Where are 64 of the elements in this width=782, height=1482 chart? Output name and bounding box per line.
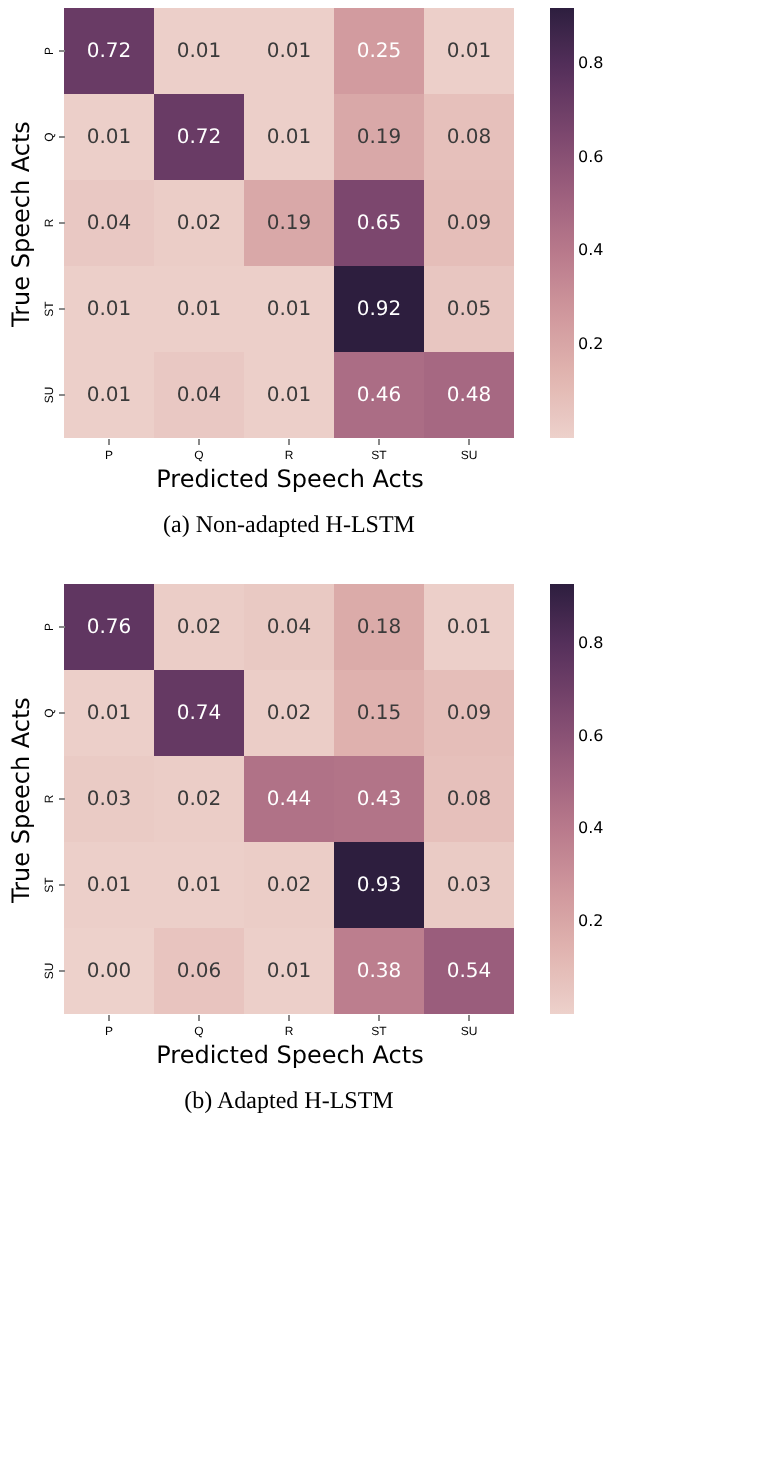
data-label: 0.02 <box>266 875 312 897</box>
data-label: 0.65 <box>356 213 402 235</box>
data-label: 0.01 <box>176 41 222 63</box>
data-label: 0.09 <box>446 703 492 725</box>
y-axis-title: True Speech Acts <box>7 697 35 905</box>
data-label: 0.38 <box>356 961 402 983</box>
data-label: 0.01 <box>176 875 222 897</box>
data-label: 0.08 <box>446 789 492 811</box>
x-axis-title: Predicted Speech Acts <box>156 1041 424 1069</box>
data-label: 0.02 <box>266 703 312 725</box>
color-bar-label: 0.4 <box>578 819 604 838</box>
data-label: 0.01 <box>86 127 132 149</box>
data-label: 0.15 <box>356 703 402 725</box>
color-bar-label: 0.8 <box>578 54 604 73</box>
data-label: 0.01 <box>86 299 132 321</box>
data-label: 0.01 <box>86 385 132 407</box>
color-bar-label: 0.4 <box>578 241 604 260</box>
data-label: 0.01 <box>266 961 312 983</box>
x-axis-title: Predicted Speech Acts <box>156 465 424 493</box>
color-bar-label: 0.8 <box>578 634 604 653</box>
data-label: 0.01 <box>266 41 312 63</box>
data-label: 0.01 <box>266 127 312 149</box>
data-label: 0.76 <box>86 617 132 639</box>
data-label: 0.43 <box>356 789 402 811</box>
data-label: 0.72 <box>176 127 222 149</box>
y-axis-title: True Speech Acts <box>7 121 35 329</box>
color-bar-label: 0.2 <box>578 334 604 353</box>
data-label: 0.74 <box>176 703 222 725</box>
data-label: 0.09 <box>446 213 492 235</box>
data-label: 0.01 <box>266 299 312 321</box>
text: (a) Non-adapted H-LSTM <box>163 510 416 538</box>
data-label: 0.01 <box>446 617 492 639</box>
data-label: 0.04 <box>176 385 222 407</box>
data-label: 0.08 <box>446 127 492 149</box>
data-label: 0.54 <box>446 961 492 983</box>
color-bar-label: 0.2 <box>578 911 604 930</box>
data-label: 0.01 <box>86 703 132 725</box>
data-label: 0.46 <box>356 385 402 407</box>
data-label: 0.72 <box>86 41 132 63</box>
data-label: 0.19 <box>356 127 402 149</box>
data-label: 0.92 <box>356 299 402 321</box>
data-label: 0.03 <box>446 875 492 897</box>
data-label: 0.19 <box>266 213 312 235</box>
data-label: 0.05 <box>446 299 492 321</box>
data-label: 0.00 <box>86 961 132 983</box>
data-label: 0.48 <box>446 385 492 407</box>
data-label: 0.01 <box>446 41 492 63</box>
data-label: 0.18 <box>356 617 402 639</box>
data-label: 0.02 <box>176 213 222 235</box>
data-label: 0.25 <box>356 41 402 63</box>
color-bar-label: 0.6 <box>578 147 604 166</box>
data-label: 0.01 <box>266 385 312 407</box>
data-label: 0.01 <box>86 875 132 897</box>
data-label: 0.01 <box>176 299 222 321</box>
data-label: 0.04 <box>266 617 312 639</box>
color-bar-label: 0.6 <box>578 726 604 745</box>
data-label: 0.06 <box>176 961 222 983</box>
text: (b) Adapted H-LSTM <box>184 1086 395 1114</box>
data-label: 0.93 <box>356 875 402 897</box>
data-label: 0.02 <box>176 617 222 639</box>
data-label: 0.44 <box>266 789 312 811</box>
data-label: 0.03 <box>86 789 132 811</box>
data-label: 0.02 <box>176 789 222 811</box>
data-label: 0.04 <box>86 213 132 235</box>
